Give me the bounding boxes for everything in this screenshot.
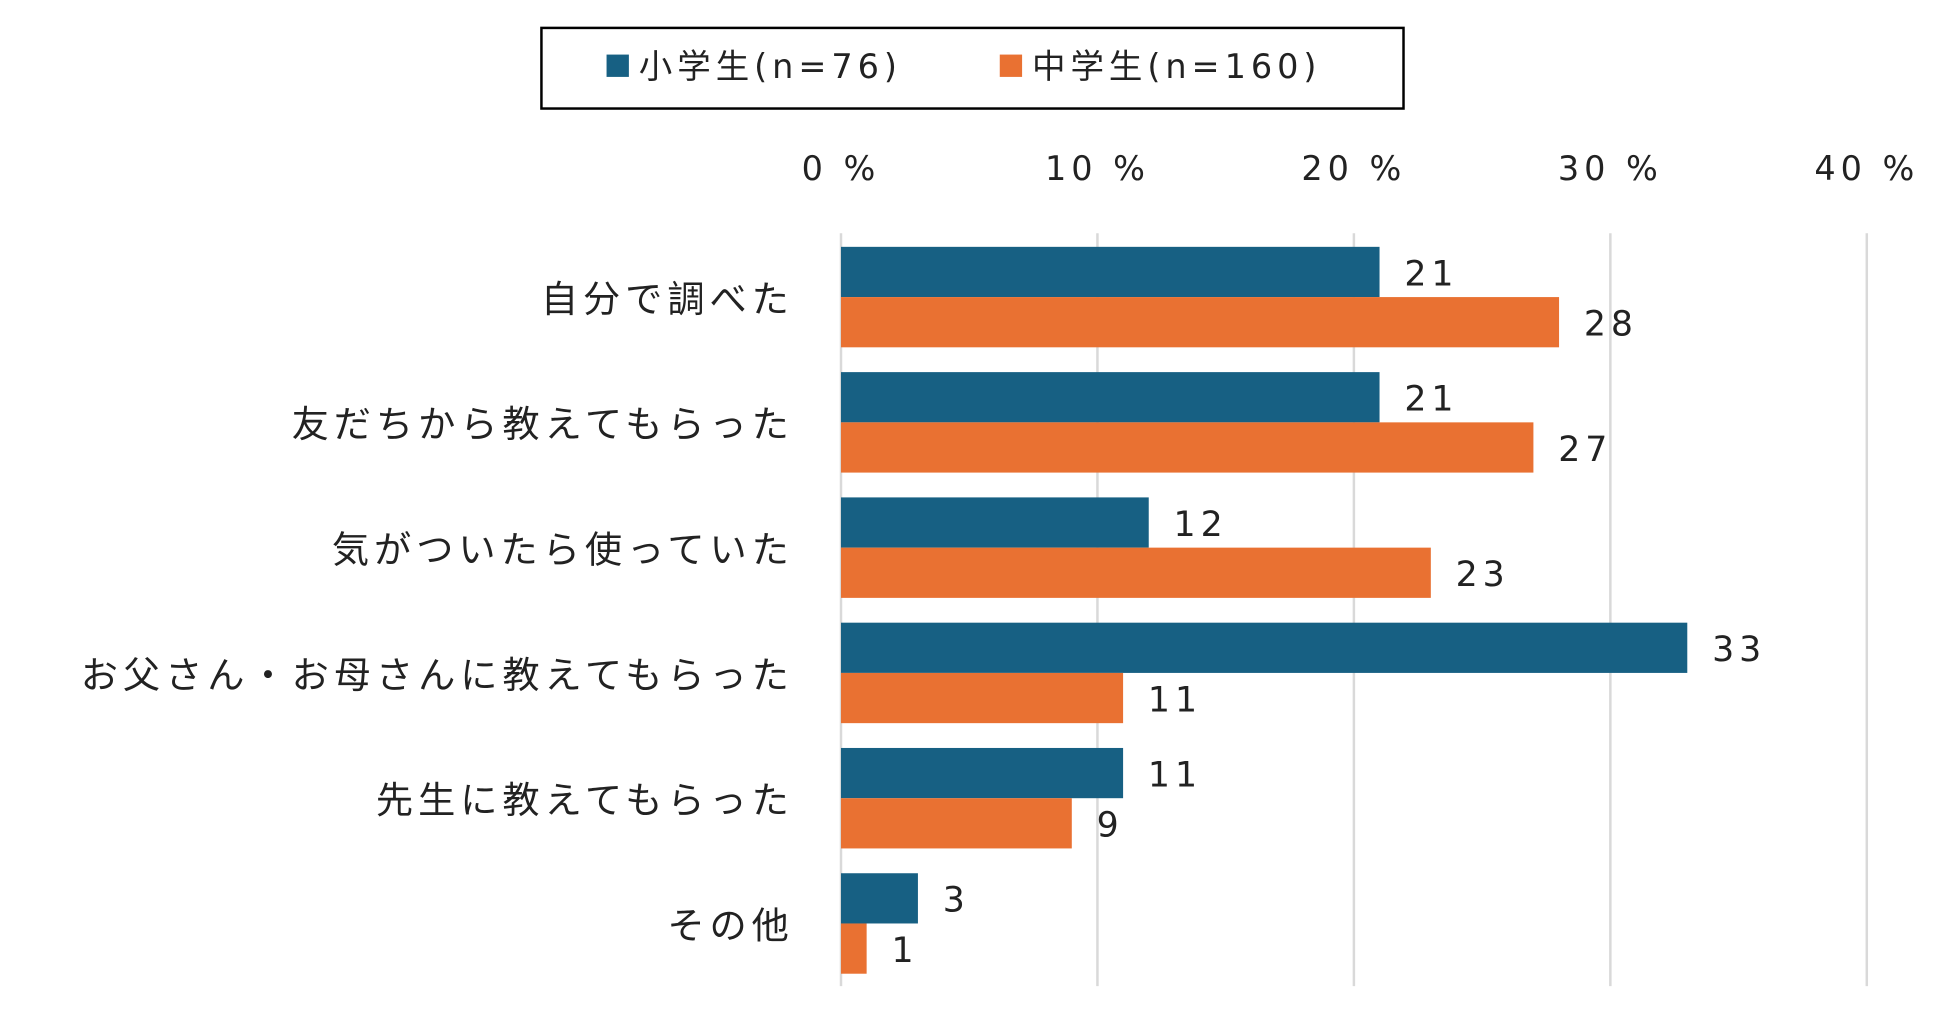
data-label: 11	[1148, 680, 1202, 720]
bar	[840, 747, 1124, 799]
data-label: 12	[1174, 505, 1228, 545]
bar	[840, 798, 1072, 849]
legend-label: 中学生(n=160)	[1032, 47, 1321, 86]
data-label: 21	[1404, 254, 1458, 294]
data-label: 33	[1712, 630, 1766, 670]
bar	[840, 873, 918, 924]
bar	[840, 547, 1431, 598]
data-label: 23	[1456, 555, 1510, 595]
legend-box	[540, 26, 1405, 110]
data-label: 3	[943, 881, 970, 921]
x-tick-label: 40 %	[1814, 149, 1919, 188]
data-label: 1	[891, 931, 918, 971]
data-label: 28	[1584, 305, 1638, 345]
bar	[840, 497, 1149, 548]
bar	[840, 622, 1688, 673]
bar	[840, 297, 1560, 348]
data-label: 9	[1097, 806, 1124, 846]
legend-swatch	[606, 54, 629, 77]
bar	[840, 672, 1124, 724]
category-label: その他	[667, 903, 794, 947]
bar	[840, 923, 867, 974]
legend-swatch	[999, 54, 1023, 77]
bar	[840, 372, 1380, 423]
x-tick-label: 10 %	[1045, 149, 1150, 188]
category-label: 気がついたら使っていた	[332, 528, 794, 572]
category-label: 友だちから教えてもらった	[292, 402, 794, 446]
category-label: 先生に教えてもらった	[376, 778, 794, 822]
data-label: 11	[1148, 755, 1202, 795]
category-label: お父さん・お母さんに教えてもらった	[81, 653, 794, 697]
bar	[840, 422, 1534, 473]
data-label: 27	[1558, 430, 1612, 470]
category-label: 自分で調べた	[541, 277, 794, 321]
bar	[840, 246, 1380, 298]
x-tick-label: 0 %	[802, 149, 881, 188]
x-tick-label: 20 %	[1301, 149, 1406, 188]
legend-label: 小学生(n=76)	[639, 47, 902, 86]
x-tick-label: 30 %	[1558, 149, 1663, 188]
data-label: 21	[1404, 380, 1458, 420]
